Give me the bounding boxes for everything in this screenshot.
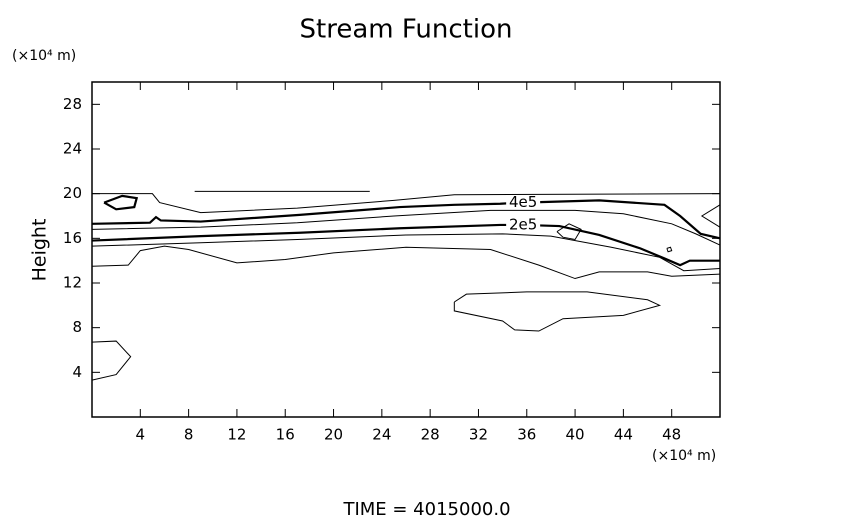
y-axis-label: Height: [29, 219, 51, 282]
y-tick-label: 24: [63, 140, 82, 158]
contour-line: [91, 223, 720, 267]
x-tick-label: 28: [421, 426, 440, 444]
contour-label: 4e5: [509, 193, 537, 211]
footer: TIME = 4015000.0: [342, 499, 510, 519]
y-tick-label: 16: [63, 229, 82, 247]
plot-frame: [91, 81, 721, 418]
x-tick-label: 44: [614, 426, 633, 444]
x-tick-label: 32: [469, 426, 488, 444]
contour-line: [91, 209, 721, 246]
x-tick-label: 12: [227, 426, 246, 444]
y-unit: (×10⁴ m): [12, 48, 76, 64]
x-tick-label: 8: [184, 426, 194, 444]
y-tick-label: 4: [72, 363, 82, 381]
contour-line: [91, 340, 132, 381]
contour-line: [92, 193, 721, 214]
contour-label-bg: [506, 194, 541, 211]
contour-line: [103, 194, 139, 211]
contour-line: [556, 223, 582, 241]
x-tick-label: 20: [324, 426, 343, 444]
contour-line: [91, 233, 721, 272]
x-tick-label: 24: [372, 426, 391, 444]
chart-title: Stream Function: [300, 15, 513, 45]
x-tick-label: 36: [517, 426, 536, 444]
x-tick-label: 48: [662, 426, 681, 444]
y-tick-label: 8: [72, 318, 82, 336]
contour-line: [700, 204, 721, 228]
contour-line: [453, 291, 662, 332]
y-tick-label: 28: [63, 95, 82, 113]
contour-line: [666, 246, 673, 253]
x-tick-label: 40: [566, 426, 585, 444]
contour-line: [91, 199, 721, 240]
y-tick-label: 20: [63, 184, 82, 202]
x-tick-label: 16: [276, 426, 295, 444]
contour-label-bg: [506, 216, 541, 233]
contour-line: [91, 245, 721, 280]
y-tick-label: 12: [63, 274, 82, 292]
x-tick-label: 4: [136, 426, 146, 444]
x-unit: (×10⁴ m): [652, 448, 716, 464]
contour-label: 2e5: [509, 215, 537, 233]
